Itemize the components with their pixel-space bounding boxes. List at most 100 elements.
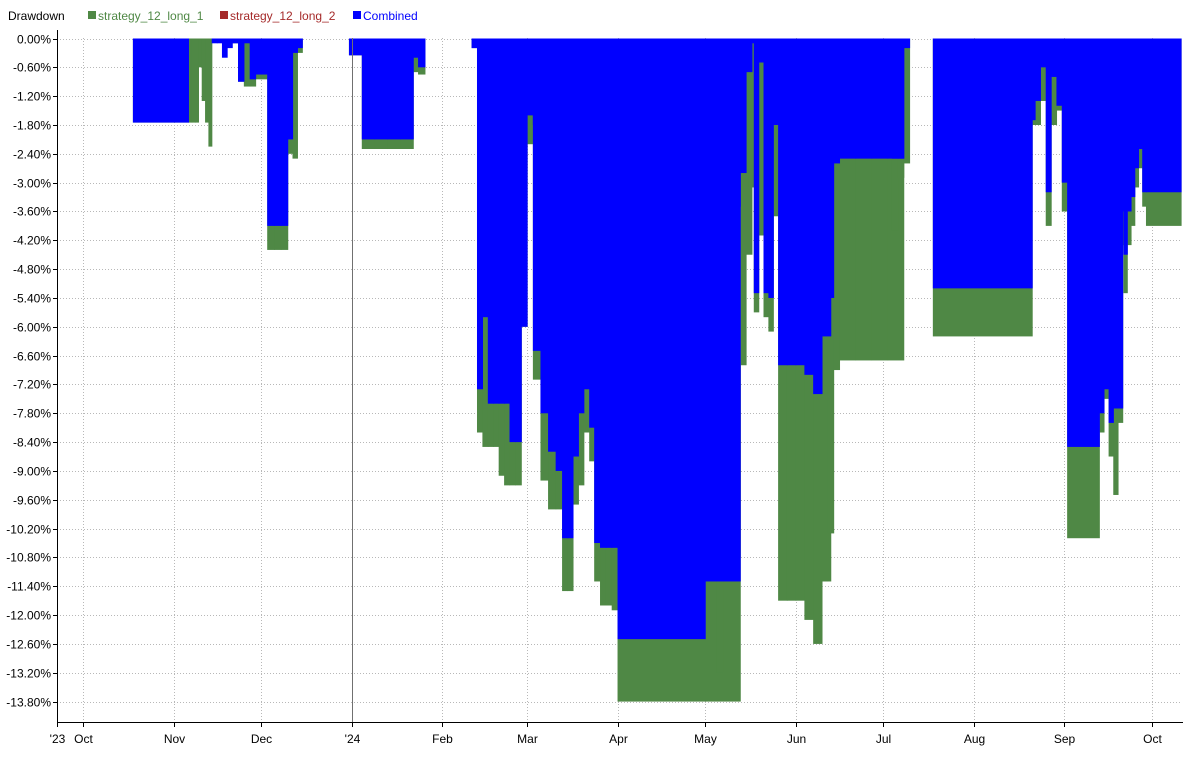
drawdown-bar bbox=[1117, 38, 1124, 409]
x-tick-label: May bbox=[694, 732, 717, 746]
x-tick-label: Feb bbox=[432, 732, 453, 746]
drawdown-bar bbox=[1142, 38, 1147, 193]
drawdown-bar bbox=[471, 38, 478, 49]
drawdown-bar bbox=[1145, 38, 1182, 193]
drawdown-bar bbox=[1138, 38, 1143, 150]
y-tick-label: -9.60% bbox=[13, 494, 51, 508]
drawdown-bar bbox=[521, 38, 528, 327]
y-tick-label: -12.00% bbox=[6, 609, 51, 623]
y-tick-label: -13.80% bbox=[6, 696, 51, 710]
x-tick-label: '24 bbox=[345, 732, 361, 746]
x-tick-label: Oct bbox=[1143, 732, 1162, 746]
x-tick-label: Oct bbox=[74, 732, 93, 746]
drawdown-bar bbox=[768, 38, 774, 298]
drawdown-bar bbox=[297, 38, 303, 49]
drawdown-bar bbox=[509, 38, 516, 443]
y-tick-label: -13.20% bbox=[6, 667, 51, 681]
legend-swatch-strategy-12-long-1 bbox=[88, 11, 96, 19]
drawdown-bar bbox=[532, 38, 542, 351]
drawdown-bar bbox=[1040, 38, 1047, 68]
drawdown-bar bbox=[498, 38, 505, 404]
drawdown-bar bbox=[567, 38, 574, 539]
drawdown-bar bbox=[1051, 38, 1058, 77]
x-tick-label: Jul bbox=[876, 732, 891, 746]
drawdown-bar bbox=[287, 38, 294, 140]
y-tick-label: -10.80% bbox=[6, 551, 51, 565]
drawdown-bar bbox=[404, 38, 412, 111]
y-tick-label: -6.00% bbox=[13, 321, 51, 335]
drawdown-bar bbox=[191, 38, 196, 123]
drawdown-bar bbox=[188, 38, 193, 123]
drawdown-bar bbox=[827, 38, 835, 298]
drawdown-bar bbox=[267, 38, 275, 226]
y-tick-label: -4.20% bbox=[13, 234, 51, 248]
drawdown-bar bbox=[198, 38, 203, 68]
x-tick-label: '23 bbox=[50, 732, 66, 746]
y-tick-label: -12.60% bbox=[6, 638, 51, 652]
y-axis-tick-labels: 0.00% -0.60% -1.20% -1.80% -2.40% -3.00% -3.60… bbox=[6, 33, 51, 710]
drawdown-bar bbox=[855, 38, 873, 159]
drawdown-bar bbox=[758, 38, 765, 236]
drawdown-bar bbox=[201, 38, 206, 101]
y-tick-label: -11.40% bbox=[7, 580, 51, 594]
drawdown-bar bbox=[600, 38, 607, 548]
y-tick-label: -5.40% bbox=[13, 292, 51, 306]
drawdown-bar bbox=[1040, 38, 1047, 101]
drawdown-bar bbox=[1056, 38, 1063, 106]
drawdown-bar bbox=[195, 38, 199, 123]
drawdown-bar bbox=[1119, 38, 1125, 212]
drawdown-bar bbox=[617, 38, 706, 640]
drawdown-bar bbox=[562, 38, 569, 539]
drawdown-bar bbox=[605, 38, 613, 548]
drawdown-bar bbox=[504, 38, 511, 404]
drawdown-bar bbox=[897, 38, 905, 159]
drawdown-bar bbox=[548, 38, 557, 452]
drawdown-bar bbox=[932, 38, 1033, 289]
drawdown-bar bbox=[493, 38, 500, 404]
drawdown-bar bbox=[583, 38, 590, 390]
drawdown-bar bbox=[1045, 38, 1052, 193]
drawdown-bar bbox=[786, 38, 797, 366]
drawdown-bar bbox=[216, 38, 223, 44]
x-tick-label: Aug bbox=[964, 732, 985, 746]
drawdown-bar bbox=[740, 38, 747, 174]
drawdown-bar bbox=[132, 38, 189, 123]
drawdown-bar bbox=[1051, 38, 1058, 125]
y-tick-label: -10.20% bbox=[6, 523, 51, 537]
drawdown-bar bbox=[1108, 38, 1114, 423]
drawdown-bar bbox=[821, 38, 829, 303]
drawdown-bar bbox=[1067, 38, 1100, 447]
x-tick-label: Nov bbox=[164, 732, 185, 746]
y-tick-label: -4.80% bbox=[13, 263, 51, 277]
drawdown-bar bbox=[795, 38, 805, 366]
drawdown-bar bbox=[804, 38, 814, 375]
drawdown-bar bbox=[418, 38, 426, 68]
drawdown-bar bbox=[221, 38, 228, 58]
drawdown-bar bbox=[578, 38, 585, 414]
drawdown-bar bbox=[740, 38, 747, 366]
drawdown-bar bbox=[249, 38, 257, 80]
drawdown-bar bbox=[753, 38, 760, 294]
y-tick-label: -9.00% bbox=[13, 465, 51, 479]
drawdown-bar bbox=[527, 38, 534, 116]
drawdown-bar bbox=[1061, 38, 1068, 183]
drawdown-bar bbox=[1134, 38, 1140, 169]
x-axis-tick-labels: '23 Oct Nov Dec '24 Feb Mar Apr May Jun Jul Aug Sep O… bbox=[50, 732, 1163, 746]
drawdown-bar bbox=[374, 38, 389, 140]
drawdown-bar bbox=[773, 38, 779, 125]
x-tick-label: Dec bbox=[251, 732, 272, 746]
drawdown-bar bbox=[722, 38, 730, 207]
y-tick-label: -7.20% bbox=[13, 378, 51, 392]
drawdown-bar bbox=[261, 38, 268, 75]
x-tick-label: Jun bbox=[787, 732, 806, 746]
drawdown-bar bbox=[540, 38, 549, 414]
drawdown-bar bbox=[839, 38, 857, 159]
drawdown-bar bbox=[1099, 38, 1105, 414]
drawdown-bar bbox=[292, 38, 298, 53]
drawdown-bar bbox=[589, 38, 596, 428]
drawdown-bar bbox=[1113, 38, 1119, 409]
legend-label-strategy-12-long-1: strategy_12_long_1 bbox=[98, 9, 204, 23]
drawdown-bar bbox=[238, 38, 245, 82]
drawdown-bar bbox=[833, 38, 841, 164]
